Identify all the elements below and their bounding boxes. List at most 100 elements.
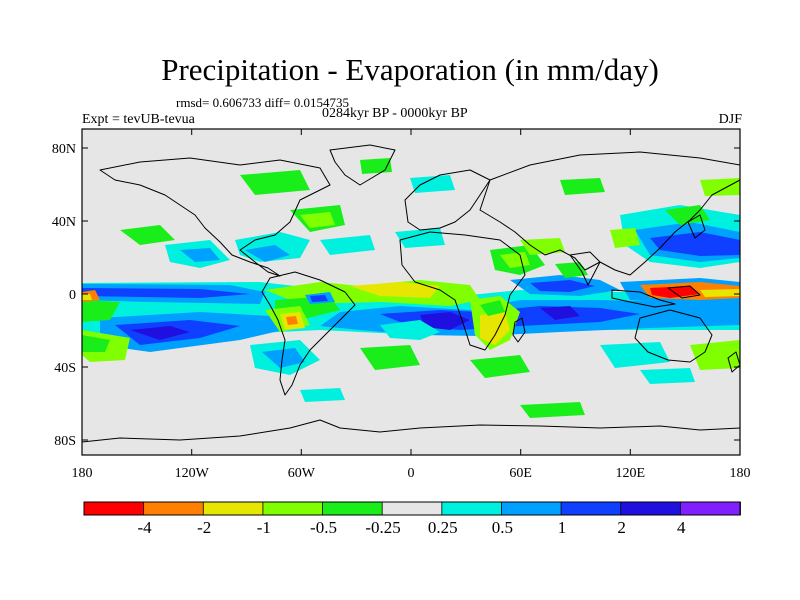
colorbar-cell xyxy=(322,501,384,516)
lon-label-60w: 60W xyxy=(288,466,316,481)
coast-india xyxy=(569,251,601,286)
colorbar-label: 0.5 xyxy=(491,518,514,537)
anomaly-field xyxy=(82,158,740,418)
colorbar-label: 2 xyxy=(617,518,626,537)
colorbar-cell xyxy=(381,501,443,516)
lat-label-40s: 40S xyxy=(54,361,76,376)
field-darkblue-amazon xyxy=(310,295,328,302)
colorbar-label: 0.25 xyxy=(427,518,458,537)
field-cyan-scandinavia xyxy=(410,175,455,193)
colorbar-cell xyxy=(679,501,741,516)
lat-label-80s: 80S xyxy=(54,434,76,449)
colorbar-cell xyxy=(441,501,503,516)
colorbar-label: -2 xyxy=(197,518,212,537)
lon-labels: 180 120W 60W 0 60E 120E 180 xyxy=(72,466,751,481)
field-navy-spcz xyxy=(130,326,190,340)
field-green-south-atlantic xyxy=(360,345,420,370)
field-blue-east-pacific xyxy=(180,248,220,262)
season-label: DJF xyxy=(718,112,742,127)
time-period: 0284kyr BP - 0000kyr BP xyxy=(322,106,468,121)
chart-title: Precipitation - Evaporation (in mm/day) xyxy=(161,52,659,87)
lat-label-0: 0 xyxy=(69,288,76,303)
field-yellow-west xyxy=(82,294,92,300)
colorbar-cell xyxy=(620,501,682,516)
coast-antarctica xyxy=(82,419,740,443)
coast-south-america xyxy=(261,271,356,396)
colorbar-frame xyxy=(83,501,741,516)
field-cyan-drake xyxy=(300,388,345,402)
field-orange-brazil xyxy=(286,316,298,325)
coast-new-guinea xyxy=(667,285,701,299)
lat-labels: 80N 40N 0 40S 80S xyxy=(52,142,76,449)
lat-ticks xyxy=(82,147,740,441)
field-cyan-mediterranean xyxy=(395,228,445,248)
colorbar xyxy=(83,501,741,516)
colorbar-cell xyxy=(501,501,562,516)
field-lightgreen-ne-siberia xyxy=(700,178,740,196)
coast-europe xyxy=(404,169,491,231)
field-lightgreen-china xyxy=(610,228,640,248)
coast-madagascar xyxy=(512,317,526,343)
field-lightgreen-tasman xyxy=(690,340,740,370)
colorbar-cell xyxy=(262,501,324,516)
colorbar-cell xyxy=(83,501,145,516)
lon-label-180e: 180 xyxy=(730,466,751,481)
lat-label-40n: 40N xyxy=(52,215,76,230)
field-navy-indian xyxy=(540,306,580,320)
field-darkblue-north-pacific xyxy=(650,232,740,256)
field-green-arabian xyxy=(555,262,588,278)
field-yellow-warmpool xyxy=(700,289,740,297)
field-green-southern-ocean xyxy=(520,402,585,418)
field-green-west xyxy=(82,300,120,322)
colorbar-label: 1 xyxy=(557,518,567,537)
lon-label-120w: 120W xyxy=(175,466,210,481)
lon-label-0: 0 xyxy=(408,466,415,481)
colorbar-label: -0.5 xyxy=(310,518,337,537)
field-cyan-subtropical-atlantic xyxy=(320,235,375,255)
experiment-label: Expt = tevUB-tevua xyxy=(82,112,195,127)
colorbar-label: -4 xyxy=(137,518,152,537)
coast-africa xyxy=(399,231,526,351)
field-lightgreen-middle-east xyxy=(520,238,565,255)
lon-label-180w: 180 xyxy=(72,466,93,481)
field-green-africa xyxy=(480,300,505,316)
coast-north-america xyxy=(99,157,331,277)
colorbar-cell xyxy=(143,501,205,516)
field-green-south-indian xyxy=(470,355,530,378)
field-green-north-pacific-west xyxy=(120,225,175,245)
lon-label-60e: 60E xyxy=(509,466,532,481)
field-lightgreen-north-atlantic xyxy=(300,212,335,228)
field-darkblue-itcz-pacific xyxy=(82,288,250,298)
field-cyan-southern-ocean xyxy=(640,368,695,384)
coast-greenland xyxy=(329,144,396,186)
field-yellow-atlantic xyxy=(350,282,440,298)
coast-new-zealand xyxy=(727,351,740,373)
coast-australia xyxy=(634,309,713,363)
field-green-canada xyxy=(240,170,310,195)
coast-japan xyxy=(687,214,706,239)
field-darkblue-indian-north xyxy=(530,280,595,292)
coast-asia xyxy=(479,151,740,276)
coastlines xyxy=(82,144,740,443)
colorbar-label: -1 xyxy=(256,518,271,537)
field-red-warmpool xyxy=(650,286,700,298)
colorbar-label: 4 xyxy=(677,518,686,537)
colorbar-cell xyxy=(202,501,264,516)
field-blue-caribbean xyxy=(245,245,290,262)
rmsd-diff-stats: rmsd= 0.606733 diff= 0.0154735 xyxy=(176,95,349,110)
field-cyan-south-indian xyxy=(600,342,670,368)
field-green-siberia xyxy=(560,178,605,195)
colorbar-cell xyxy=(560,501,622,516)
field-navy-atlantic xyxy=(420,312,470,330)
colorbar-label: -0.25 xyxy=(365,518,401,537)
coast-indonesia xyxy=(611,289,676,308)
field-green-japan xyxy=(665,205,710,225)
field-green-greenland xyxy=(360,158,392,174)
field-green-sw xyxy=(82,335,110,352)
field-cyan-south-atlantic xyxy=(380,320,440,340)
lon-ticks xyxy=(81,129,741,455)
lon-label-120e: 120E xyxy=(616,466,646,481)
lat-label-80n: 80N xyxy=(52,142,76,157)
field-blue-patagonia xyxy=(262,348,305,368)
